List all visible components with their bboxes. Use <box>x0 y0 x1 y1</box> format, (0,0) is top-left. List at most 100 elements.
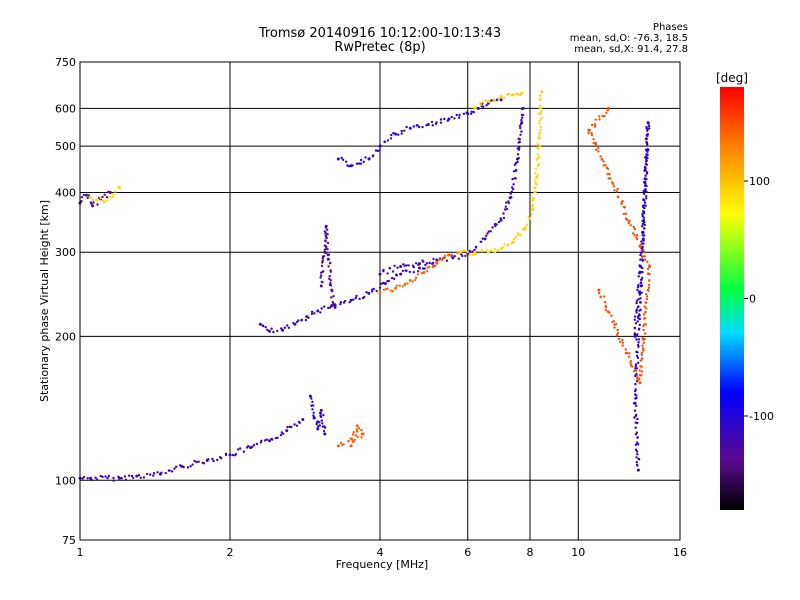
data-point <box>636 436 639 439</box>
data-point <box>642 192 646 196</box>
data-point <box>474 106 478 109</box>
data-point <box>604 306 608 309</box>
data-point <box>609 177 612 180</box>
data-point <box>639 258 642 261</box>
y-tick-label: 750 <box>55 56 76 69</box>
data-point <box>339 441 343 445</box>
data-point <box>447 117 451 121</box>
tick-labels: 1 2 4 6 8 10 16 75 100 200 300 400 500 600 750 <box>55 56 687 559</box>
data-point <box>331 290 334 293</box>
data-point <box>637 316 640 320</box>
data-point <box>430 120 434 124</box>
data-point <box>333 303 337 306</box>
data-point <box>519 234 522 237</box>
data-point <box>486 232 489 235</box>
data-point <box>228 453 232 457</box>
data-point <box>290 425 293 429</box>
data-point <box>99 474 102 478</box>
data-point <box>156 471 159 474</box>
data-point <box>644 310 647 314</box>
data-point <box>403 282 407 285</box>
data-point <box>615 190 619 193</box>
data-point <box>607 106 611 110</box>
data-point <box>514 236 518 239</box>
data-point <box>382 281 385 285</box>
data-point <box>458 250 462 254</box>
data-point <box>279 433 283 437</box>
data-point <box>142 476 146 479</box>
y-tick-label: 100 <box>55 474 76 487</box>
data-point <box>643 258 647 261</box>
data-point <box>272 330 275 334</box>
data-point <box>440 259 444 262</box>
data-point <box>634 448 638 451</box>
data-point <box>597 147 600 150</box>
data-point <box>621 338 624 342</box>
data-point <box>637 338 641 341</box>
data-point <box>313 312 316 315</box>
data-point <box>613 189 616 192</box>
data-point <box>499 247 503 251</box>
data-point <box>588 129 591 132</box>
data-point <box>324 245 328 248</box>
data-point <box>168 469 171 472</box>
data-point <box>597 150 600 153</box>
data-point <box>399 272 403 276</box>
data-point <box>624 217 628 220</box>
data-point <box>411 264 415 267</box>
data-point <box>352 298 355 301</box>
data-point <box>360 436 363 439</box>
data-point <box>633 234 636 237</box>
data-point <box>439 121 443 124</box>
data-point <box>329 284 333 287</box>
data-point <box>286 324 289 327</box>
data-point <box>639 253 642 257</box>
data-point <box>592 138 595 141</box>
data-point <box>635 394 638 397</box>
chart-title: Tromsø 20140916 10:12:00-10:13:43 <box>258 26 502 41</box>
data-point <box>107 474 111 478</box>
data-point <box>621 341 624 344</box>
data-point <box>354 434 357 437</box>
data-point <box>643 255 647 258</box>
data-point <box>640 370 644 373</box>
data-point <box>351 433 355 436</box>
data-point <box>117 476 121 480</box>
data-point <box>237 448 240 451</box>
data-point <box>111 195 115 198</box>
data-point <box>283 326 286 329</box>
data-point <box>638 327 641 330</box>
data-point <box>643 169 646 172</box>
data-point <box>503 208 507 211</box>
data-point <box>642 210 646 214</box>
data-point <box>638 323 641 327</box>
data-point <box>349 444 353 448</box>
data-point <box>641 255 645 258</box>
x-tick-label: 8 <box>527 546 534 559</box>
data-point <box>468 253 472 257</box>
data-point <box>130 474 134 478</box>
data-point <box>87 194 91 197</box>
data-point <box>487 230 490 233</box>
data-point <box>638 309 641 312</box>
data-point <box>135 474 139 478</box>
data-point <box>425 270 429 273</box>
data-point <box>422 271 426 275</box>
data-point <box>606 173 609 176</box>
data-point <box>193 459 196 463</box>
data-point <box>643 227 646 230</box>
data-point <box>636 288 639 292</box>
data-point <box>628 219 631 223</box>
data-point <box>520 130 523 133</box>
data-point <box>643 234 646 237</box>
data-point <box>517 232 520 235</box>
data-point <box>624 351 628 355</box>
data-point <box>642 313 646 316</box>
data-point <box>318 411 322 415</box>
trace-right-warm <box>587 106 652 385</box>
data-point <box>388 267 392 270</box>
y-tick-label: 600 <box>55 102 76 115</box>
data-point <box>123 475 127 478</box>
data-point <box>641 225 644 228</box>
data-point <box>453 255 456 258</box>
